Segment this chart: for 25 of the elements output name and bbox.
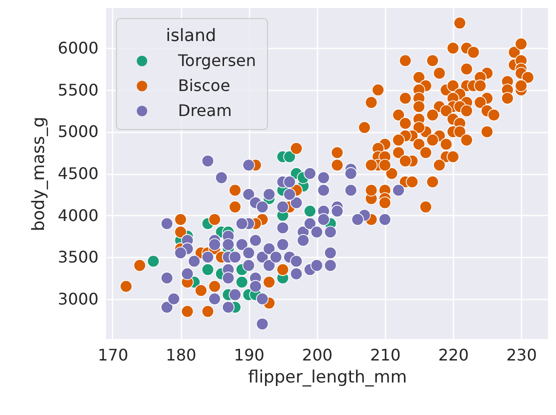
x-axis-title: flipper_length_mm bbox=[248, 368, 407, 388]
y-axis-title: body_mass_g bbox=[28, 116, 49, 232]
y-tick-label: 5000 bbox=[58, 122, 98, 142]
x-tick-label: 180 bbox=[166, 346, 196, 364]
x-tick-label: 190 bbox=[234, 346, 264, 364]
x-tick-label: 200 bbox=[302, 346, 333, 364]
x-tick-label: 220 bbox=[438, 346, 469, 364]
point bbox=[147, 254, 160, 268]
legend-label: Dream bbox=[178, 101, 232, 120]
point bbox=[304, 204, 316, 218]
y-tick-label: 4500 bbox=[58, 164, 98, 183]
x-tick-label: 230 bbox=[506, 346, 537, 364]
point bbox=[202, 263, 214, 276]
y-tick-label: 5500 bbox=[58, 80, 98, 100]
y-tick-label: 4000 bbox=[58, 206, 98, 225]
legend-label: Torgersen bbox=[177, 51, 256, 70]
y-tick-label: 3500 bbox=[58, 248, 98, 267]
x-tick-label: 210 bbox=[370, 346, 401, 364]
point bbox=[283, 150, 296, 164]
y-tick-label: 6000 bbox=[58, 38, 98, 58]
legend-title: island bbox=[166, 26, 216, 46]
point bbox=[236, 276, 248, 288]
y-tick-label: 3000 bbox=[58, 289, 98, 308]
x-tick-label: 170 bbox=[98, 346, 128, 364]
legend-label: Biscoe bbox=[178, 76, 230, 95]
